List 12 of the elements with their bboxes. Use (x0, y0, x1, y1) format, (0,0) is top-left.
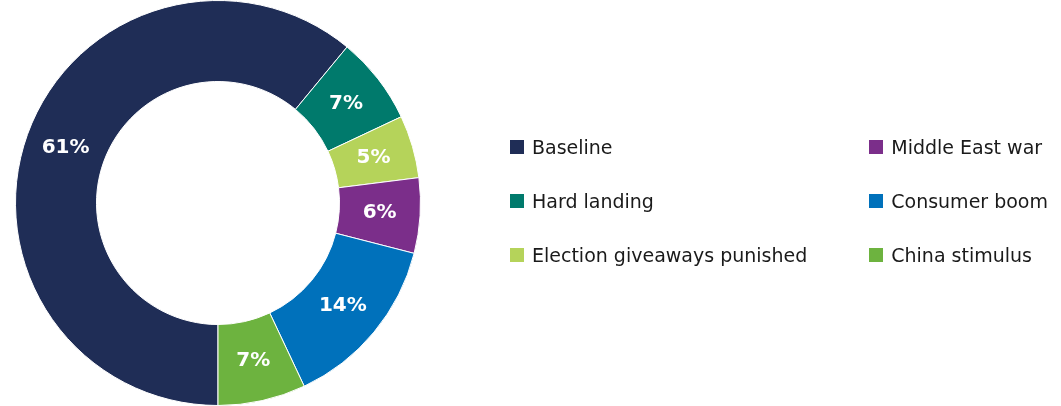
legend-label: China stimulus (891, 244, 1032, 266)
data-label: 7% (236, 347, 271, 372)
legend-label: Middle East war (891, 136, 1043, 158)
data-label: 61% (41, 134, 90, 159)
data-label: 14% (318, 292, 367, 317)
data-label: 7% (329, 89, 363, 114)
data-label: 6% (362, 199, 397, 224)
legend-label: Election giveaways punished (532, 244, 808, 266)
data-label: 5% (356, 144, 391, 169)
legend-label: Hard landing (532, 190, 654, 212)
legend-label: Baseline (532, 136, 613, 158)
legend-label: Consumer boom (891, 190, 1048, 212)
